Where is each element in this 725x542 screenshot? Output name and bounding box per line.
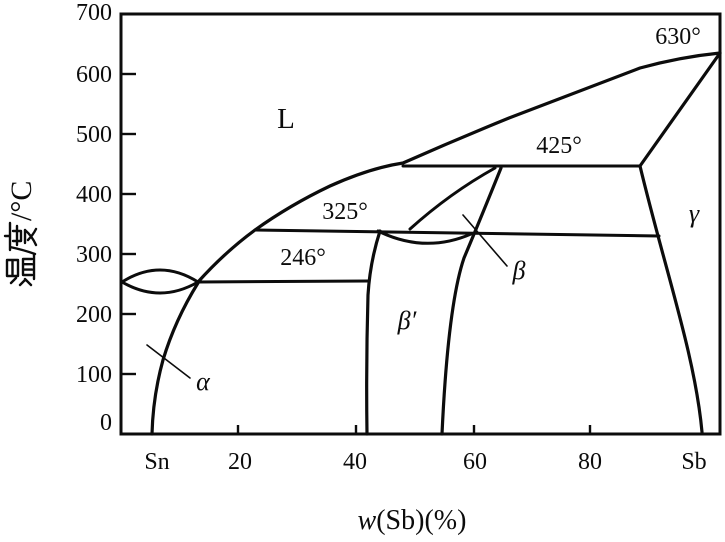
phase-label-gamma: γ <box>689 199 700 228</box>
beta-prime-left-boundary <box>365 229 382 436</box>
y-axis-title-char-du <box>3 221 38 256</box>
phase-label-alpha: α <box>196 367 211 396</box>
leader-lines <box>146 214 508 379</box>
gamma-left-boundary <box>638 164 704 434</box>
x-axis-title: w(Sb)(%) <box>358 505 467 536</box>
alpha-solvus-curve <box>150 281 200 436</box>
temp-label-325: 325° <box>322 199 368 225</box>
y-label-100: 100 <box>76 362 112 388</box>
y-axis-title-char-wen <box>5 253 36 287</box>
x-label-60: 60 <box>463 449 487 475</box>
beta-prime-right-boundary <box>440 166 503 436</box>
x-label-80: 80 <box>578 449 602 475</box>
plot-border <box>119 12 722 436</box>
phase-boundaries <box>120 51 722 436</box>
phase-label-beta: β <box>512 256 526 285</box>
y-label-500: 500 <box>76 122 112 148</box>
phase-label-beta-prime: β′ <box>397 306 417 335</box>
x-label-sn: Sn <box>144 449 169 475</box>
phase-label-liquid: L <box>277 103 295 135</box>
temp-label-630: 630° <box>655 24 701 50</box>
temperature-labels: 630° 425° 325° 246° <box>280 24 701 271</box>
y-label-600: 600 <box>76 62 112 88</box>
y-label-400: 400 <box>76 182 112 208</box>
y-label-300: 300 <box>76 242 112 268</box>
y-axis-ticks <box>122 72 136 376</box>
x-label-sb: Sb <box>681 449 706 475</box>
x-axis-ticks <box>236 425 592 433</box>
beta-label-leader-line <box>462 214 508 267</box>
y-axis-title: /°C <box>3 181 38 287</box>
y-label-200: 200 <box>76 302 112 328</box>
x-label-40: 40 <box>343 449 367 475</box>
x-axis-title-rest: (Sb)(%) <box>376 505 466 536</box>
isotherm-325-line <box>253 228 661 238</box>
y-axis-title-unit: /°C <box>5 181 38 221</box>
alpha-label-leader-line <box>146 344 191 379</box>
temp-label-425: 425° <box>536 133 582 159</box>
temp-label-246: 246° <box>280 245 326 271</box>
beta-left-boundary-arc <box>408 166 497 231</box>
y-label-700: 700 <box>76 0 112 26</box>
y-label-0: 0 <box>100 410 112 436</box>
isotherm-246-line <box>196 279 371 284</box>
x-label-20: 20 <box>228 449 252 475</box>
x-axis-labels: Sn 20 40 60 80 Sb <box>144 449 706 475</box>
sb-solidus-curve <box>638 51 722 168</box>
alpha-liquid-lens-lower-arc <box>120 280 200 295</box>
beta-lens-lower-arc <box>376 229 473 245</box>
alpha-liquid-lens-upper-arc <box>120 268 200 284</box>
phase-labels: L α β β′ γ <box>196 103 700 396</box>
y-axis-labels: 700 600 500 400 300 200 100 0 <box>76 0 112 436</box>
x-axis-title-symbol: w <box>358 505 377 536</box>
